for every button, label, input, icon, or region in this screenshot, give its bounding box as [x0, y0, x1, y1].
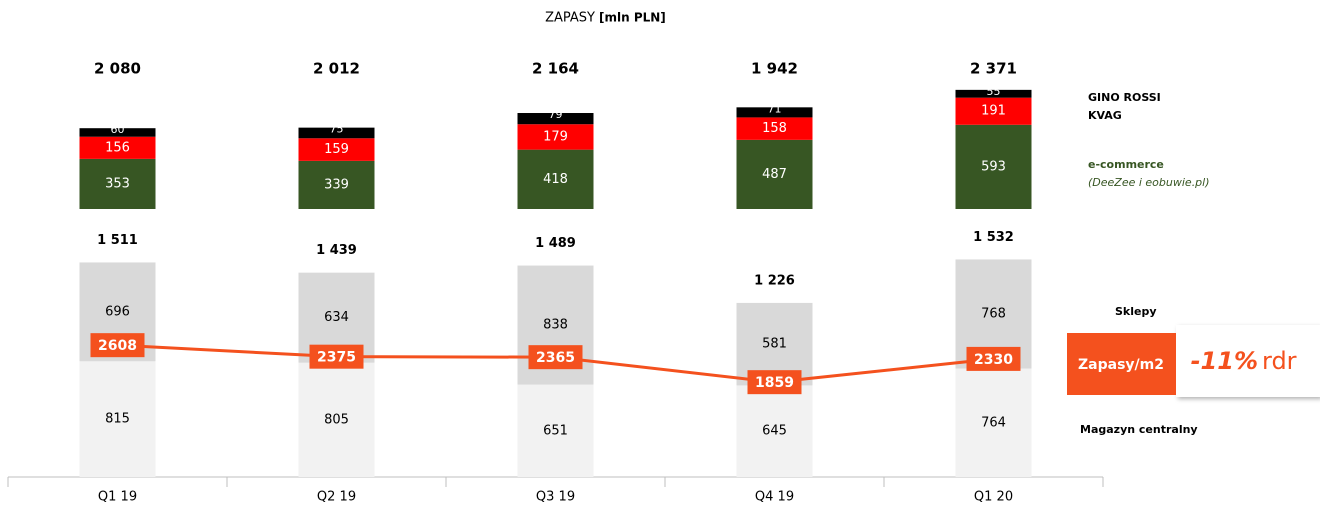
- total-label: 2 080: [94, 60, 141, 78]
- value-label: 651: [543, 423, 568, 438]
- bar-segment: [79, 361, 156, 477]
- line-marker: [966, 346, 1021, 371]
- value-label: 815: [105, 412, 130, 427]
- value-label: 418: [543, 172, 568, 187]
- value-label: 179: [543, 129, 568, 144]
- value-label: 805: [324, 412, 349, 427]
- bar-segment: [517, 124, 594, 150]
- value-label: 156: [105, 140, 130, 155]
- total-label: 2 012: [313, 60, 360, 78]
- line-label: 2375: [317, 350, 356, 366]
- bar-segment: [736, 107, 813, 118]
- change-value: -11%: [1191, 347, 1258, 375]
- line-label: 2330: [974, 352, 1013, 368]
- legend-note: (DeeZee i eobuwie.pl): [1088, 176, 1210, 189]
- bar-segment: [736, 139, 813, 209]
- bar-segment: [79, 158, 156, 209]
- bar-segment: [955, 124, 1032, 209]
- value-label: 75: [330, 123, 344, 136]
- bar-segment: [298, 127, 375, 139]
- total-label: 1 532: [973, 230, 1014, 245]
- bar-segment: [298, 160, 375, 209]
- legend-label: Sklepy: [1115, 305, 1157, 318]
- value-label: 158: [762, 121, 787, 136]
- value-label: 634: [324, 310, 349, 325]
- value-label: 191: [981, 104, 1006, 119]
- line-marker: [90, 333, 145, 358]
- bar-segment: [79, 128, 156, 137]
- value-label: 593: [981, 159, 1006, 174]
- value-label: 353: [105, 176, 130, 191]
- value-label: 71: [768, 102, 782, 115]
- legend-label: KVAG: [1088, 109, 1122, 122]
- total-label: 1 942: [751, 60, 798, 78]
- bar-segment: [955, 97, 1032, 125]
- line-marker: [747, 370, 802, 395]
- value-label: 581: [762, 337, 787, 352]
- legend-label: e-commerce: [1088, 158, 1164, 171]
- bar-segment: [298, 362, 375, 477]
- value-label: 838: [543, 318, 568, 333]
- chart-title: ZAPASY: [545, 11, 595, 26]
- bar-segment: [79, 136, 156, 159]
- value-label: 768: [981, 306, 1006, 321]
- total-label: 1 439: [316, 243, 357, 258]
- legend-label: Magazyn centralny: [1080, 423, 1198, 436]
- total-label: 1 511: [97, 233, 138, 248]
- bar-segment: [736, 117, 813, 140]
- bar-segment: [955, 89, 1032, 98]
- bar-segment: [955, 368, 1032, 477]
- line-marker: [528, 345, 583, 370]
- bar-segment: [517, 149, 594, 209]
- total-label: 2 164: [532, 60, 579, 78]
- x-tick-label: Q1 19: [98, 490, 137, 505]
- value-label: 696: [105, 304, 130, 319]
- change-suffix: rdr: [1262, 347, 1297, 375]
- total-label: 1 226: [754, 273, 795, 288]
- total-label: 1 489: [535, 236, 576, 251]
- legend-label: Zapasy/m2: [1078, 357, 1164, 373]
- x-tick-label: Q4 19: [755, 490, 794, 505]
- legend-label: GINO ROSSI: [1088, 91, 1161, 104]
- x-tick-label: Q1 20: [974, 490, 1013, 505]
- line-marker: [309, 344, 364, 369]
- bar-segment: [517, 113, 594, 125]
- total-label: 2 371: [970, 60, 1017, 78]
- line-label: 2608: [98, 338, 137, 354]
- line-label: 1859: [755, 375, 794, 391]
- change-box: [1176, 325, 1320, 397]
- value-label: 487: [762, 167, 787, 182]
- value-label: 60: [111, 123, 125, 136]
- value-label: 764: [981, 415, 1006, 430]
- bar-segment: [517, 384, 594, 477]
- bar-segment: [298, 138, 375, 161]
- legend-box: [1067, 333, 1176, 395]
- x-tick-label: Q2 19: [317, 490, 356, 505]
- value-label: 159: [324, 142, 349, 157]
- line-label: 2365: [536, 350, 575, 366]
- value-label: 645: [762, 424, 787, 439]
- x-tick-label: Q3 19: [536, 490, 575, 505]
- unit: [mln PLN]: [599, 11, 666, 25]
- value-label: 79: [549, 108, 563, 121]
- value-label: 55: [987, 85, 1001, 98]
- bar-segment: [736, 385, 813, 477]
- value-label: 339: [324, 177, 349, 192]
